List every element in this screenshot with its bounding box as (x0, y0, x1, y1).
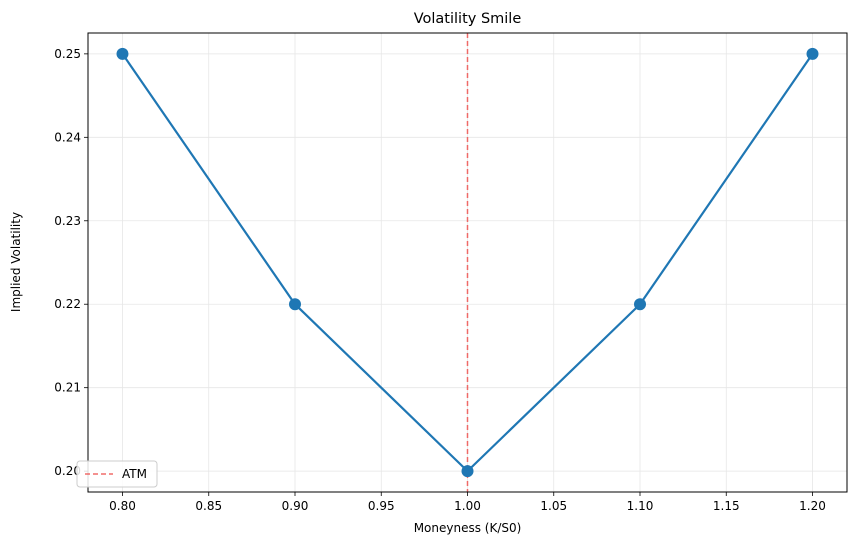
legend: ATM (76, 460, 158, 488)
series-layer (116, 47, 819, 478)
y-tick-label: 0.21 (54, 381, 81, 395)
x-tick-label: 1.10 (627, 499, 654, 513)
x-tick-label: 1.15 (713, 499, 740, 513)
data-point (461, 465, 474, 478)
x-tick-label: 1.20 (799, 499, 826, 513)
y-tick-label: 0.24 (54, 130, 81, 144)
y-tick-label: 0.20 (54, 464, 81, 478)
x-axis-title: Moneyness (K/S0) (414, 521, 522, 535)
data-point (289, 298, 301, 311)
data-point (634, 298, 646, 311)
x-axis: 0.80 0.85 0.90 0.95 1.00 1.05 1.10 1.15 1.20 (109, 492, 826, 513)
y-tick-label: 0.25 (54, 47, 81, 61)
x-tick-label: 0.90 (282, 499, 309, 513)
x-tick-label: 0.95 (368, 499, 395, 513)
chart-title: Volatility Smile (414, 11, 522, 27)
legend-box (76, 460, 158, 488)
legend-atm-label: ATM (122, 467, 147, 481)
y-tick-label: 0.23 (54, 214, 81, 228)
x-tick-label: 0.80 (109, 499, 136, 513)
y-axis: 0.20 0.21 0.22 0.23 0.24 0.25 (54, 47, 88, 478)
data-point (806, 47, 819, 60)
x-tick-label: 0.85 (195, 499, 222, 513)
y-tick-label: 0.22 (54, 297, 81, 311)
x-tick-label: 1.00 (454, 499, 481, 513)
y-axis-title: Implied Volatility (9, 212, 23, 312)
x-tick-label: 1.05 (540, 499, 567, 513)
data-point (116, 47, 129, 60)
